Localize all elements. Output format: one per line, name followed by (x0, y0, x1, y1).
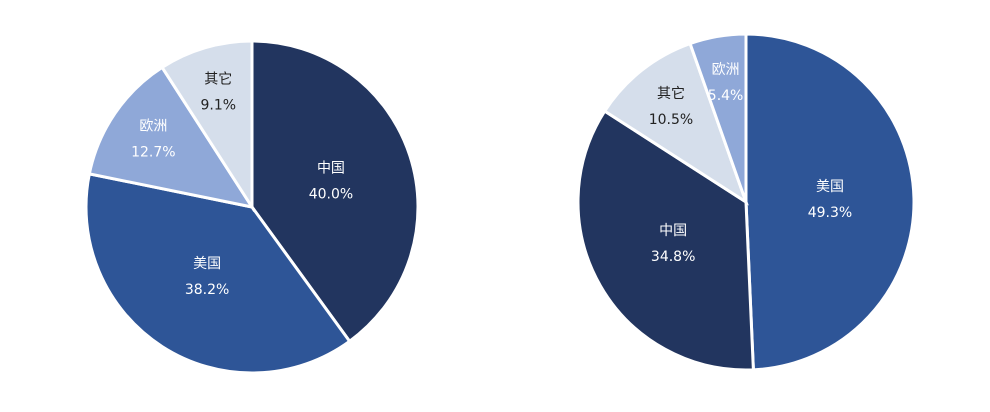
slice-value-label: 40.0% (309, 186, 353, 202)
slice-value-label: 38.2% (185, 282, 229, 298)
slice-category: 欧洲 (712, 62, 740, 78)
slice-category: 中国 (659, 223, 687, 239)
slice-value-label: 12.7% (131, 145, 175, 161)
pie-slice (688, 32, 748, 203)
slice-category: 中国 (317, 160, 345, 176)
pie-slice (744, 32, 916, 372)
pie-slice (87, 65, 256, 210)
slice-value-label: 49.3% (808, 205, 852, 221)
slice-value-label: 9.1% (201, 97, 237, 113)
pie-slice (160, 39, 254, 213)
slice-value-label: 10.5% (649, 112, 693, 128)
pie-slice (576, 109, 755, 372)
slice-category: 美国 (193, 256, 221, 272)
slice-category: 其它 (204, 70, 232, 87)
slice-category: 美国 (816, 179, 844, 195)
pie-slice (84, 172, 352, 375)
slice-value-label: 5.4% (708, 88, 744, 104)
slice-category: 欧洲 (139, 119, 167, 135)
slice-category: 其它 (657, 85, 685, 102)
pie-slice (602, 41, 749, 206)
pie-slice (250, 39, 420, 344)
slice-value-label: 34.8% (651, 249, 695, 265)
